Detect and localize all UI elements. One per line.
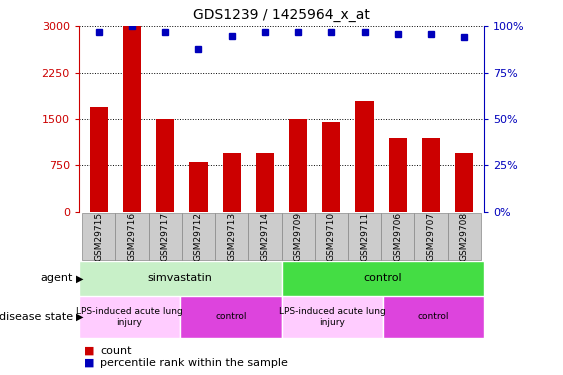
Bar (123, 26, 141, 212)
Text: GSM29712: GSM29712 (194, 212, 203, 261)
Bar (355, 100, 374, 212)
FancyBboxPatch shape (348, 213, 381, 260)
Text: ■: ■ (84, 346, 95, 355)
Bar (90, 106, 108, 212)
Text: control: control (418, 312, 449, 321)
Text: GSM29714: GSM29714 (260, 212, 269, 261)
Bar (422, 138, 440, 212)
Bar (180, 296, 282, 338)
Text: GSM29707: GSM29707 (427, 211, 436, 261)
FancyBboxPatch shape (448, 213, 481, 260)
Title: GDS1239 / 1425964_x_at: GDS1239 / 1425964_x_at (193, 9, 370, 22)
Bar (282, 296, 383, 338)
Text: control: control (364, 273, 402, 284)
Bar (79, 296, 180, 338)
Bar (222, 153, 241, 212)
FancyBboxPatch shape (414, 213, 448, 260)
FancyBboxPatch shape (149, 213, 182, 260)
Text: GSM29710: GSM29710 (327, 211, 336, 261)
Text: LPS-induced acute lung
injury: LPS-induced acute lung injury (76, 307, 183, 327)
Bar (156, 119, 175, 212)
Text: count: count (100, 346, 132, 355)
Bar (322, 122, 341, 212)
FancyBboxPatch shape (282, 213, 315, 260)
Text: agent: agent (41, 273, 73, 284)
FancyBboxPatch shape (315, 213, 348, 260)
Text: ▶: ▶ (76, 312, 83, 322)
Bar (282, 261, 484, 296)
Text: GSM29716: GSM29716 (127, 211, 136, 261)
Bar (455, 153, 473, 212)
Text: GSM29715: GSM29715 (94, 211, 103, 261)
Bar (383, 296, 484, 338)
Text: GSM29708: GSM29708 (460, 211, 469, 261)
Bar (388, 138, 407, 212)
Bar (256, 153, 274, 212)
FancyBboxPatch shape (182, 213, 215, 260)
Text: simvastatin: simvastatin (148, 273, 213, 284)
FancyBboxPatch shape (381, 213, 414, 260)
Text: GSM29706: GSM29706 (394, 211, 403, 261)
Text: ▶: ▶ (76, 273, 83, 284)
FancyBboxPatch shape (82, 213, 115, 260)
Text: LPS-induced acute lung
injury: LPS-induced acute lung injury (279, 307, 386, 327)
Text: ■: ■ (84, 358, 95, 368)
Text: GSM29713: GSM29713 (227, 211, 236, 261)
Bar (79, 261, 282, 296)
FancyBboxPatch shape (215, 213, 248, 260)
Bar (189, 162, 208, 212)
Text: GSM29709: GSM29709 (294, 211, 303, 261)
FancyBboxPatch shape (248, 213, 282, 260)
Text: GSM29717: GSM29717 (160, 211, 169, 261)
Text: GSM29711: GSM29711 (360, 211, 369, 261)
Text: control: control (215, 312, 247, 321)
Text: percentile rank within the sample: percentile rank within the sample (100, 358, 288, 368)
Bar (289, 119, 307, 212)
FancyBboxPatch shape (115, 213, 149, 260)
Text: disease state: disease state (0, 312, 73, 322)
